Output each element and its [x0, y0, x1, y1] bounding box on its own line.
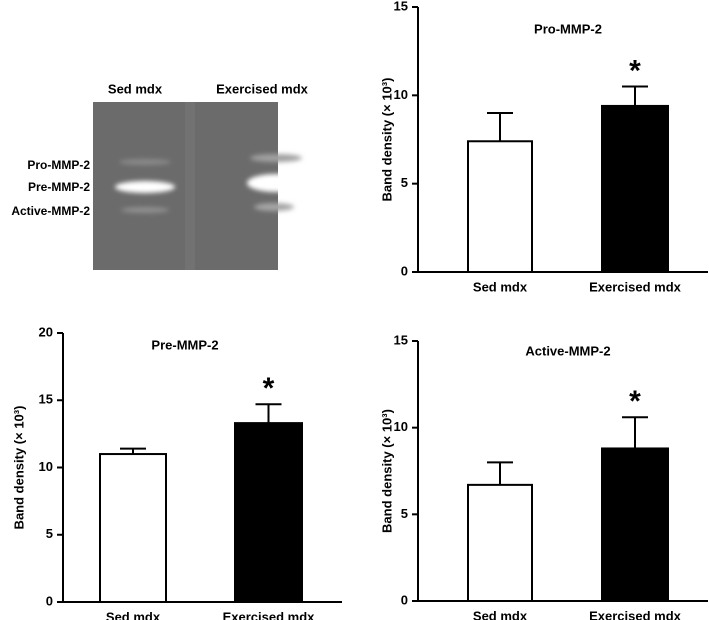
- y-tick-label: 10: [394, 87, 408, 102]
- chart-title: Pro-MMP-2: [534, 21, 602, 36]
- chart-title: Pre-MMP-2: [151, 337, 218, 352]
- gel-band: [121, 207, 169, 213]
- gel-band: [247, 174, 305, 192]
- x-tick-label: Sed mdx: [106, 609, 161, 620]
- x-tick-label: Exercised mdx: [589, 608, 682, 620]
- x-tick-label: Sed mdx: [473, 608, 528, 620]
- bar: [99, 453, 167, 603]
- y-tick-label: 5: [401, 175, 408, 190]
- y-tick-label: 0: [46, 593, 53, 608]
- y-tick-label: 5: [46, 526, 53, 541]
- y-axis-label: Band density (× 10³): [11, 406, 26, 530]
- chart-title: Active-MMP-2: [525, 343, 610, 358]
- significance-mark: *: [629, 54, 641, 87]
- gel-lane-gap: [185, 102, 195, 270]
- y-tick-label: 0: [401, 263, 408, 278]
- y-tick-label: 10: [394, 419, 408, 434]
- bar: [467, 483, 533, 602]
- y-tick-label: 5: [401, 506, 408, 521]
- significance-mark: *: [629, 385, 641, 418]
- gel-band: [115, 181, 175, 193]
- bar: [467, 140, 533, 273]
- bar: [601, 447, 669, 603]
- y-tick-label: 20: [39, 324, 53, 339]
- x-tick-label: Exercised mdx: [589, 279, 682, 294]
- significance-mark: *: [263, 372, 275, 405]
- y-axis-label: Band density (× 10³): [379, 78, 394, 202]
- y-tick-label: 10: [39, 459, 53, 474]
- gel-bands: [115, 154, 305, 213]
- gel-band: [254, 203, 294, 211]
- y-axis-label: Band density (× 10³): [379, 409, 394, 533]
- y-tick-label: 15: [394, 332, 408, 347]
- gel-lane-label: Exercised mdx: [216, 81, 309, 96]
- gel-band-label: Pre-MMP-2: [28, 180, 90, 194]
- bar: [601, 104, 669, 273]
- y-tick-label: 15: [394, 0, 408, 13]
- y-tick-label: 15: [39, 392, 53, 407]
- gel-lane-label: Sed mdx: [108, 81, 163, 96]
- gel-band: [250, 154, 302, 162]
- bar: [234, 422, 303, 603]
- gel-band: [119, 159, 171, 165]
- gel-band-label: Pro-MMP-2: [27, 158, 90, 172]
- y-tick-label: 0: [401, 592, 408, 607]
- x-tick-label: Exercised mdx: [223, 609, 316, 620]
- x-tick-label: Sed mdx: [473, 279, 528, 294]
- gel-band-label: Active-MMP-2: [11, 204, 90, 218]
